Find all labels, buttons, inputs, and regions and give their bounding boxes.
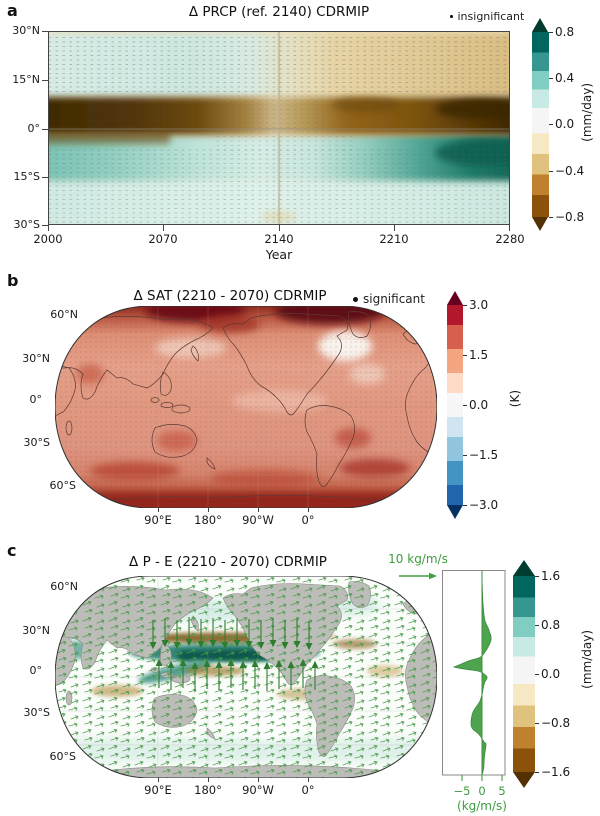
c-ytick-60s: 60°S [49,750,76,763]
c-cbar-tick-4: −1.6 [541,765,571,779]
b-xtick-180: 180° [194,513,222,527]
b-colorbar-arrow-down [447,505,463,519]
b-cbar-tick-1: 1.5 [469,348,489,362]
c-ytick-0: 0° [29,664,43,677]
pme-map [55,576,437,778]
a-xtick-2070: 2070 [148,232,178,246]
sat-field [55,306,437,508]
a-ytick-15n: 15°N [12,73,40,86]
profile-curve [452,570,492,776]
a-xtick-2000: 2000 [33,232,63,246]
b-cbar-tick-2: 0.0 [469,398,489,412]
a-xtick-2280: 2280 [495,232,525,246]
panel-a-legend: insignificant [450,10,524,23]
c-xtick-0: 0° [301,783,315,797]
a-ytick-0: 0° [27,122,41,135]
significant-marker-icon [353,296,358,302]
b-ytick-0: 0° [29,393,43,406]
c-colorbar [513,576,535,772]
a-xtickmark [48,225,49,231]
quiver-key-label: 10 kg/m/s [388,552,448,566]
c-cbar-tick-0: 1.6 [541,569,561,583]
c-cbar-tick-1: 0.8 [541,618,561,632]
c-cbar-label: (mm/day) [580,630,594,689]
b-ytick-30s: 30°S [23,436,50,449]
c-ytick-60n: 60°N [50,580,78,593]
panel-b-label: b [7,271,19,290]
c-colorbar-arrow-down [513,772,535,788]
b-colorbar-arrow-up [447,291,463,305]
a-xtickmark [509,225,510,231]
zonal-moisture-flux-profile [442,570,506,781]
a-ytickmark [42,225,48,226]
a-ytickmark [42,129,48,130]
hovmoller-field [48,31,510,225]
a-xtick-2210: 2210 [379,232,409,246]
b-cbar-tick-4: −3.0 [469,498,499,512]
c-ytick-30s: 30°S [23,706,50,719]
c-cbar-tick-2: 0.0 [541,667,561,681]
pme-field [55,576,437,778]
c-xtick-180: 180° [194,783,222,797]
a-cbar-label: (mm/day) [580,83,594,142]
a-ytick-15s: 15°S [13,170,40,183]
a-colorbar-arrow-down [532,217,548,231]
hovmoller-heatmap [48,31,510,225]
a-ytick-30n: 30°N [12,24,40,37]
a-xaxis-label: Year [265,247,293,262]
panel-c-label: c [7,541,17,560]
profile-xtick-neg5: −5 [453,784,471,798]
b-ytick-30n: 30°N [22,352,50,365]
a-cbar-tick-1: 0.4 [555,71,575,85]
a-xtickmark [394,225,395,231]
sat-map [55,306,437,508]
a-ytickmark [42,31,48,32]
panel-a-label: a [7,1,18,20]
c-ytick-30n: 30°N [22,624,50,637]
b-ytick-60n: 60°N [50,308,78,321]
hovmoller-frame [48,31,510,225]
panel-a-title: Δ PRCP (ref. 2140) CDRMIP [188,4,370,20]
panel-b-title: Δ SAT (2210 - 2070) CDRMIP [133,288,327,304]
a-colorbar [532,32,549,217]
profile-xtick-5: 5 [498,784,506,798]
c-xtick-90e: 90°E [144,783,172,797]
a-ytickmark [42,80,48,81]
profile-xtick-0: 0 [478,784,486,798]
a-ytickmark [42,177,48,178]
a-xtickmark [163,225,164,231]
c-colorbar-arrow-up [513,560,535,576]
b-cbar-label: (K) [508,390,522,408]
panel-b-legend: significant [353,292,425,306]
profile-xaxis-label: (kg/m/s) [457,799,507,813]
b-xtick-0: 0° [301,513,315,527]
c-xtick-90w: 90°W [242,783,274,797]
insignificant-marker-icon [450,15,453,18]
a-xtickmark [279,225,280,231]
b-colorbar [447,305,463,505]
a-xtick-2140: 2140 [264,232,294,246]
b-ytick-60s: 60°S [49,479,76,492]
a-cbar-tick-2: 0.0 [555,117,575,131]
a-cbar-tick-4: −0.8 [555,210,585,224]
panel-c-title: Δ P - E (2210 - 2070) CDRMIP [129,554,327,570]
c-cbar-tick-3: −0.8 [541,716,571,730]
a-ytick-30s: 30°S [13,218,40,231]
a-cbar-tick-3: −0.4 [555,164,585,178]
b-xtick-90w: 90°W [242,513,274,527]
panel-b-legend-text: significant [363,292,425,306]
b-cbar-tick-3: −1.5 [469,448,499,462]
panel-a-legend-text: insignificant [457,10,525,23]
a-colorbar-arrow-up [532,18,548,32]
b-xtick-90e: 90°E [144,513,172,527]
quiver-key-arrow-icon [399,572,437,580]
b-cbar-tick-0: 3.0 [469,298,489,312]
a-cbar-tick-0: 0.8 [555,25,575,39]
